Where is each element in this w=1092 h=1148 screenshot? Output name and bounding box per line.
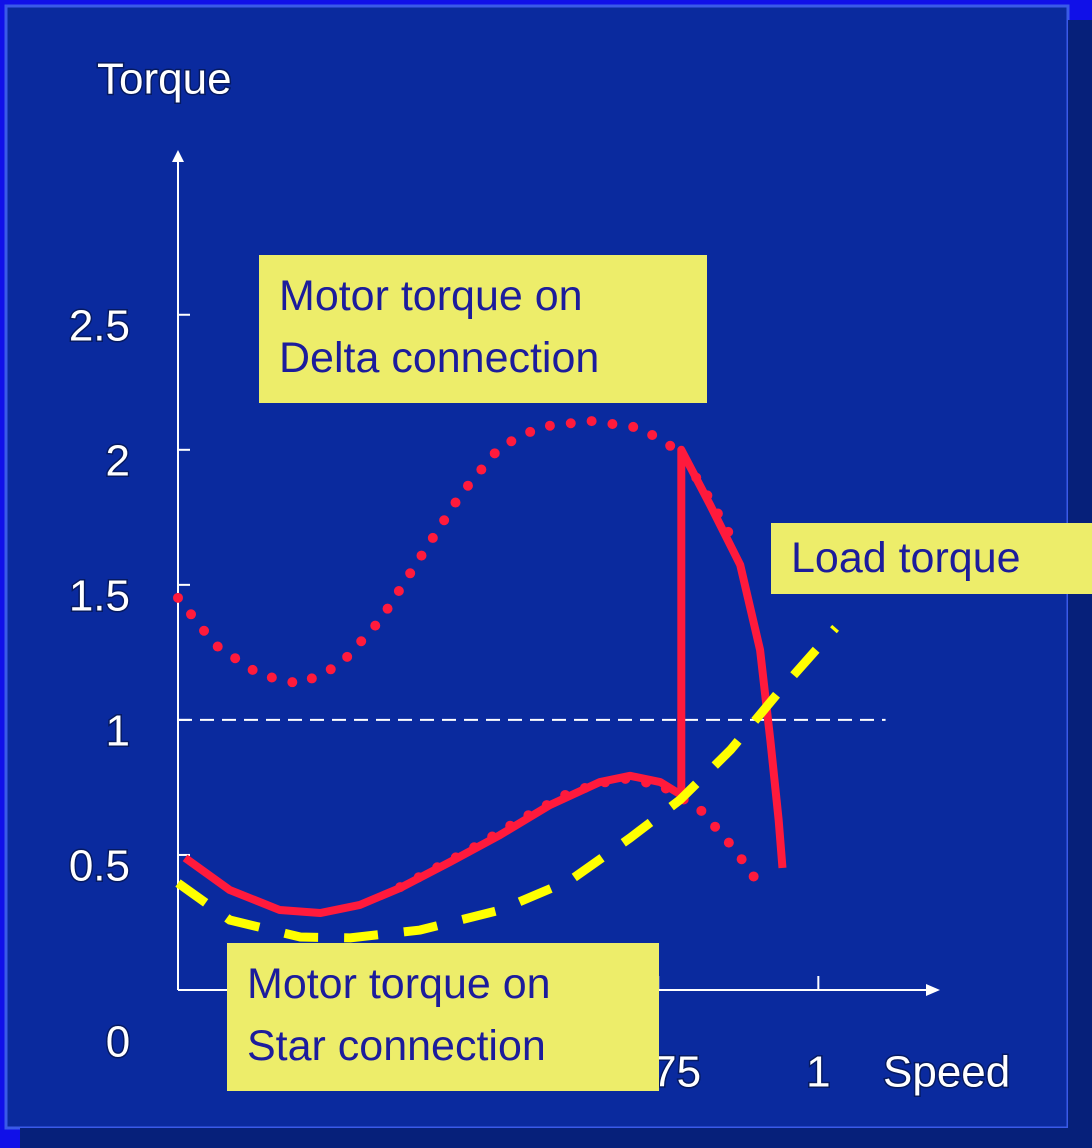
x-tick-label: 1 (806, 1048, 830, 1097)
y-tick-label: 0.5 (69, 842, 130, 891)
y-tick-label: 2.5 (69, 301, 130, 350)
y-tick-label: 1 (106, 707, 130, 756)
y-axis-label: Torque (97, 55, 232, 104)
origin-label: 0 (106, 1018, 130, 1067)
series-line (175, 624, 839, 943)
x-axis-arrow (926, 984, 940, 996)
y-tick-label: 2 (106, 436, 130, 485)
delta-annotation: Motor torque on Delta connection (259, 255, 707, 403)
slide-shadow (20, 1128, 1092, 1148)
load-annotation: Load torque (771, 523, 1092, 594)
y-axis-arrow (172, 150, 184, 162)
series-line (182, 445, 787, 918)
star-annotation: Motor torque on Star connection (227, 943, 659, 1091)
series-line (173, 415, 744, 690)
y-tick-label: 1.5 (69, 571, 130, 620)
x-axis-label: Speed (883, 1048, 1010, 1097)
